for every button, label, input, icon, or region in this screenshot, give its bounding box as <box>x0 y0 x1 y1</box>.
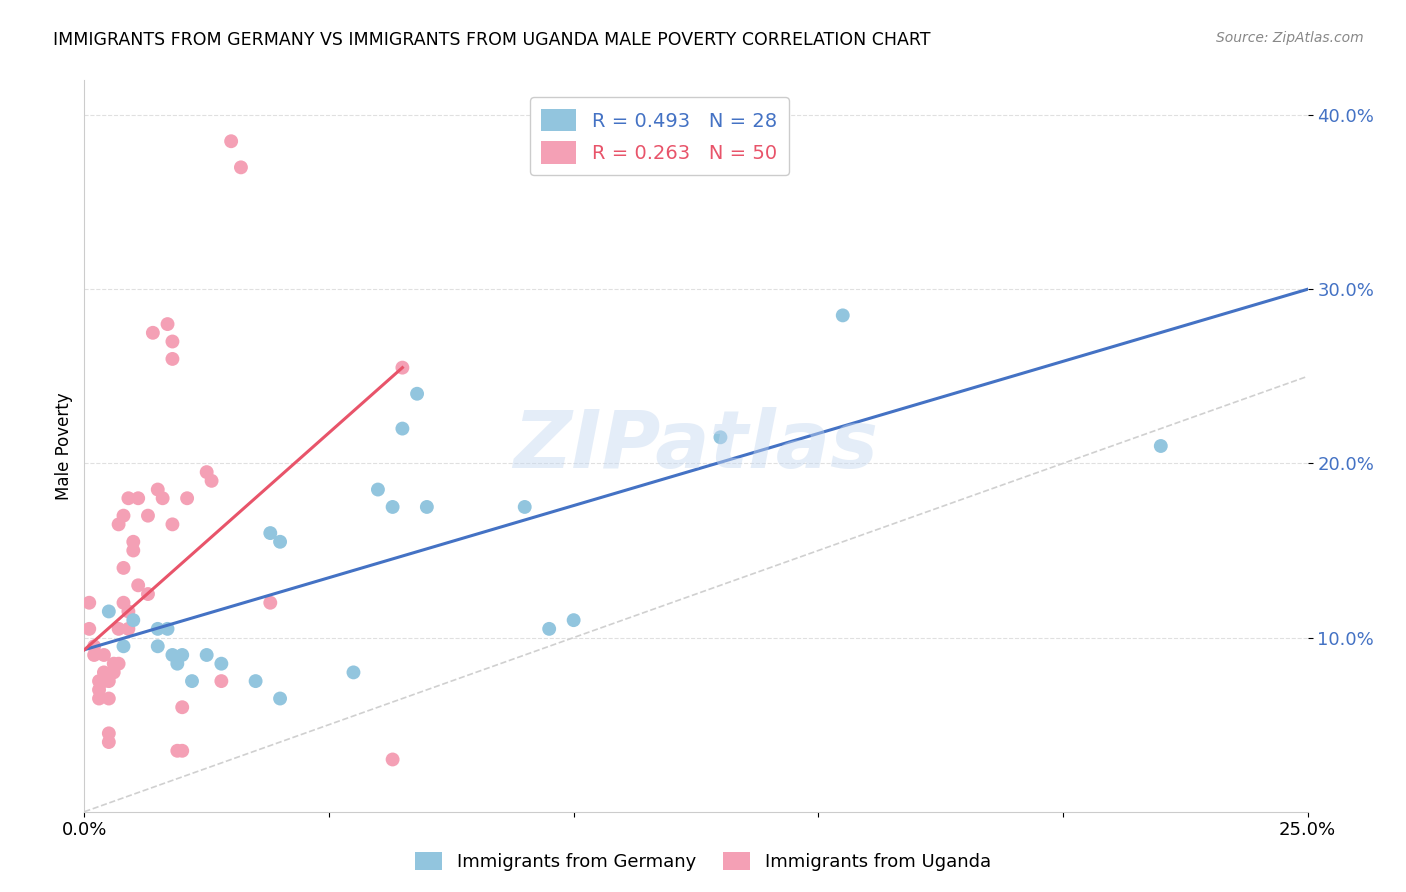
Point <box>107 657 129 671</box>
Point <box>146 483 169 497</box>
Point <box>127 578 149 592</box>
Point <box>103 665 125 680</box>
Text: ZIPatlas: ZIPatlas <box>513 407 879 485</box>
Point <box>136 508 159 523</box>
Point <box>117 622 139 636</box>
Point <box>107 517 129 532</box>
Legend: Immigrants from Germany, Immigrants from Uganda: Immigrants from Germany, Immigrants from… <box>408 845 998 879</box>
Point <box>176 491 198 506</box>
Point <box>219 134 242 148</box>
Point <box>709 430 731 444</box>
Point <box>831 309 853 323</box>
Point <box>259 596 281 610</box>
Point <box>112 561 135 575</box>
Point <box>117 604 139 618</box>
Point <box>93 674 115 689</box>
Point <box>97 691 120 706</box>
Point <box>172 700 194 714</box>
Point <box>112 596 135 610</box>
Point <box>97 726 120 740</box>
Point <box>127 491 149 506</box>
Point <box>195 648 218 662</box>
Legend: R = 0.493   N = 28, R = 0.263   N = 50: R = 0.493 N = 28, R = 0.263 N = 50 <box>530 97 789 176</box>
Point <box>87 674 110 689</box>
Text: Source: ZipAtlas.com: Source: ZipAtlas.com <box>1216 31 1364 45</box>
Point <box>146 640 169 654</box>
Point <box>93 665 115 680</box>
Point <box>162 351 184 366</box>
Point <box>97 604 120 618</box>
Point <box>112 508 135 523</box>
Point <box>200 474 222 488</box>
Point <box>152 491 174 506</box>
Point <box>381 500 404 514</box>
Point <box>83 640 105 654</box>
Point <box>87 682 110 697</box>
Y-axis label: Male Poverty: Male Poverty <box>55 392 73 500</box>
Point <box>406 386 429 401</box>
Text: IMMIGRANTS FROM GERMANY VS IMMIGRANTS FROM UGANDA MALE POVERTY CORRELATION CHART: IMMIGRANTS FROM GERMANY VS IMMIGRANTS FR… <box>53 31 931 49</box>
Point <box>538 622 561 636</box>
Point <box>172 744 194 758</box>
Point <box>146 622 169 636</box>
Point <box>122 534 145 549</box>
Point <box>259 526 281 541</box>
Point <box>269 534 291 549</box>
Point <box>77 596 100 610</box>
Point <box>77 622 100 636</box>
Point <box>209 657 232 671</box>
Point <box>122 543 145 558</box>
Point <box>269 691 291 706</box>
Point <box>195 465 218 479</box>
Point <box>87 691 110 706</box>
Point <box>112 640 135 654</box>
Point <box>107 622 129 636</box>
Point <box>209 674 232 689</box>
Point <box>136 587 159 601</box>
Point <box>97 674 120 689</box>
Point <box>117 491 139 506</box>
Point <box>172 648 194 662</box>
Point <box>97 735 120 749</box>
Point <box>342 665 364 680</box>
Point <box>166 744 188 758</box>
Point <box>367 483 389 497</box>
Point <box>166 657 188 671</box>
Point <box>391 421 413 435</box>
Point <box>245 674 267 689</box>
Point <box>162 334 184 349</box>
Point <box>513 500 536 514</box>
Point <box>156 317 179 331</box>
Point <box>162 648 184 662</box>
Point <box>122 613 145 627</box>
Point <box>391 360 413 375</box>
Point <box>162 517 184 532</box>
Point <box>156 622 179 636</box>
Point <box>1150 439 1173 453</box>
Point <box>181 674 204 689</box>
Point <box>416 500 439 514</box>
Point <box>562 613 585 627</box>
Point <box>93 648 115 662</box>
Point <box>142 326 165 340</box>
Point <box>103 657 125 671</box>
Point <box>83 648 105 662</box>
Point <box>381 752 404 766</box>
Point <box>229 161 252 175</box>
